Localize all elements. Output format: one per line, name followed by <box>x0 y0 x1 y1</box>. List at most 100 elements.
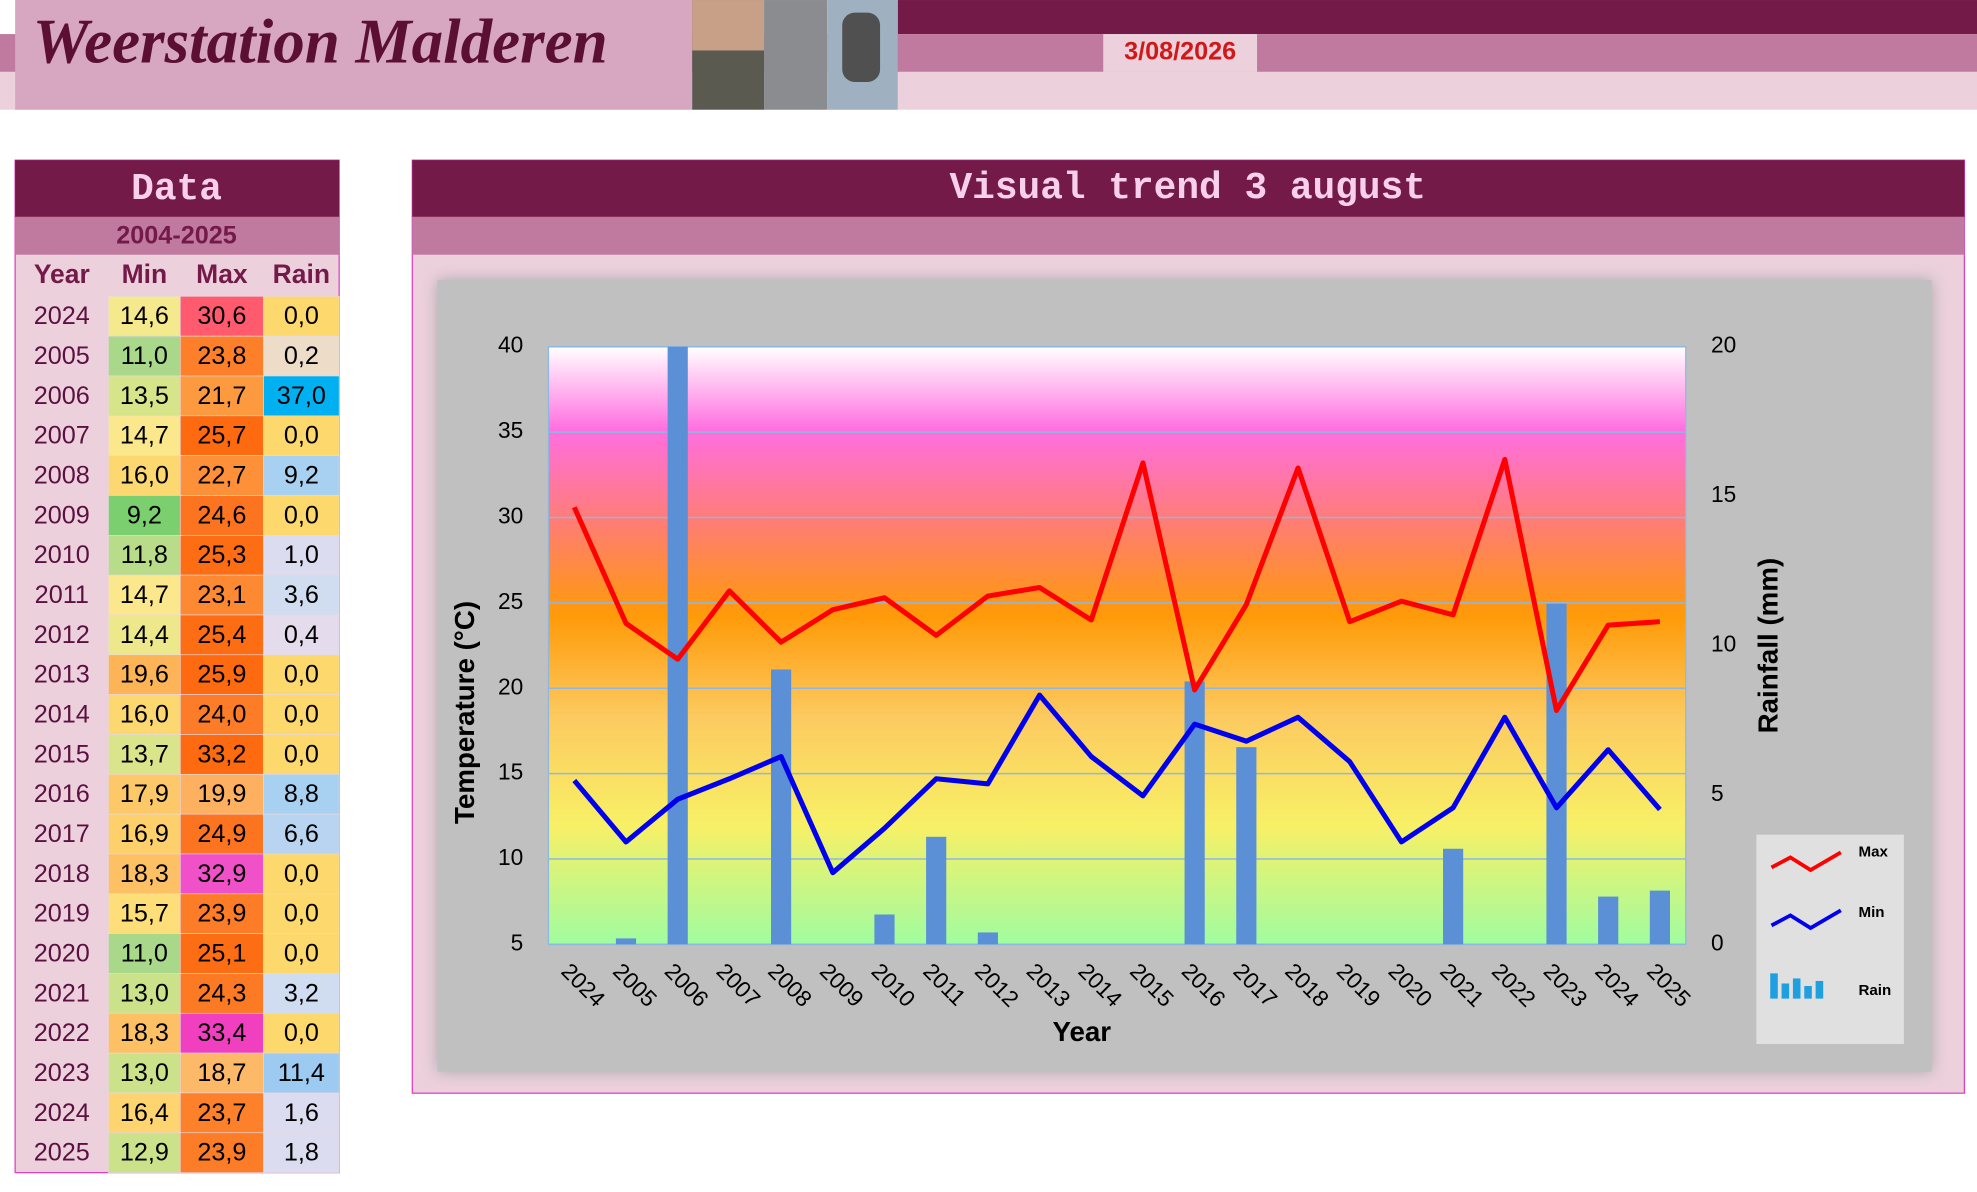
cell-value: 11,0 <box>121 939 168 967</box>
column-header: Max <box>196 259 248 289</box>
plot-area <box>547 346 1687 946</box>
cell-value: 0,0 <box>284 939 319 967</box>
cell-value: 22,7 <box>197 461 246 489</box>
cell-value: 23,9 <box>197 900 246 928</box>
legend-icon <box>1770 973 1778 999</box>
table-cell <box>179 534 264 576</box>
legend-icon <box>1815 980 1824 999</box>
cell-value: 23,8 <box>197 342 246 370</box>
cell-value: 30,6 <box>197 302 246 330</box>
table-cell <box>263 973 340 1014</box>
cell-value: 21,7 <box>197 382 246 410</box>
table-cell <box>108 1052 181 1094</box>
table-cell <box>108 694 181 735</box>
cell-value: 25,3 <box>197 541 246 569</box>
cell-value: 9,2 <box>284 461 319 489</box>
y2-tick-label: 20 <box>1711 332 1736 358</box>
table-cell <box>108 654 181 695</box>
series-line <box>572 456 1661 713</box>
column-header: Min <box>122 259 168 289</box>
cell-value: 12,9 <box>120 1139 169 1167</box>
table-cell <box>179 973 264 1014</box>
cell-year: 2016 <box>34 780 90 808</box>
cell-year: 2024 <box>34 302 90 330</box>
cell-year: 2020 <box>34 939 90 967</box>
title-block <box>15 0 693 110</box>
y-tick-label: 35 <box>498 417 523 443</box>
cell-value: 19,9 <box>197 780 246 808</box>
cell-value: 16,4 <box>120 1099 169 1127</box>
table-cell <box>179 1052 264 1094</box>
table-cell <box>263 335 340 377</box>
cell-value: 25,7 <box>197 422 246 450</box>
table-cell <box>108 495 181 536</box>
table-cell <box>108 734 181 775</box>
cell-value: 24,3 <box>197 979 246 1007</box>
cell-value: 3,6 <box>284 581 319 609</box>
table-cell <box>263 1132 340 1173</box>
table-cell <box>108 1092 181 1134</box>
table-cell <box>179 455 264 496</box>
table-cell <box>179 734 264 775</box>
table-cell <box>108 455 181 496</box>
cell-year: 2015 <box>34 740 90 768</box>
cell-value: 18,7 <box>197 1059 246 1087</box>
cell-value: 18,3 <box>120 860 169 888</box>
cell-year: 2025 <box>34 1139 90 1167</box>
legend <box>1756 834 1904 1044</box>
series-line <box>572 692 1662 876</box>
rain-bar <box>1184 681 1205 945</box>
cell-year: 2014 <box>34 700 90 728</box>
table-cell <box>179 1012 264 1054</box>
table-header <box>15 160 340 217</box>
y2-tick-label: 15 <box>1711 481 1736 507</box>
table-cell <box>108 614 181 656</box>
table-cell <box>263 773 340 815</box>
chart-title: Visual trend 3 august <box>949 168 1426 210</box>
legend-label: Max <box>1858 843 1888 860</box>
cell-value: 0,0 <box>284 302 319 330</box>
cell-value: 19,6 <box>120 661 169 689</box>
cell-value: 0,0 <box>284 1019 319 1047</box>
rain-bar <box>1598 896 1619 945</box>
cell-value: 1,8 <box>284 1139 319 1167</box>
table-cell <box>263 893 340 934</box>
y-tick-label: 10 <box>498 844 523 870</box>
table-cell <box>108 415 181 456</box>
cell-value: 0,0 <box>284 661 319 689</box>
table-cell <box>263 813 340 855</box>
cell-value: 0,0 <box>284 422 319 450</box>
cell-value: 24,0 <box>197 700 246 728</box>
y2-tick-label: 5 <box>1711 780 1724 806</box>
table-cell <box>179 813 264 855</box>
table-subheader <box>15 216 340 255</box>
legend-label: Min <box>1858 904 1884 921</box>
cell-year: 2010 <box>34 541 90 569</box>
photo-station <box>842 12 881 82</box>
table-cell <box>263 853 340 895</box>
cell-value: 16,9 <box>120 820 169 848</box>
table-cell <box>179 1092 264 1134</box>
table-cell <box>179 335 264 377</box>
cell-value: 18,3 <box>120 1019 169 1047</box>
y2-axis-title: Rainfall (mm) <box>1753 558 1784 734</box>
table-cell <box>263 574 340 616</box>
y-tick-label: 20 <box>498 673 523 699</box>
cell-value: 24,9 <box>197 820 246 848</box>
cell-value: 25,9 <box>197 661 246 689</box>
cell-value: 14,4 <box>120 621 169 649</box>
cell-value: 14,7 <box>120 581 169 609</box>
table-cell <box>263 1012 340 1054</box>
column-header: Rain <box>273 259 330 289</box>
table-cell <box>179 574 264 616</box>
table-cell <box>263 415 340 456</box>
cell-year: 2011 <box>35 581 89 609</box>
y2-tick-label: 10 <box>1711 631 1736 657</box>
legend-icon <box>1770 850 1842 873</box>
cell-value: 23,7 <box>197 1099 246 1127</box>
cell-value: 17,9 <box>120 780 169 808</box>
table-title: Data <box>131 169 222 211</box>
table-cell <box>108 973 181 1014</box>
cell-value: 33,2 <box>197 740 246 768</box>
